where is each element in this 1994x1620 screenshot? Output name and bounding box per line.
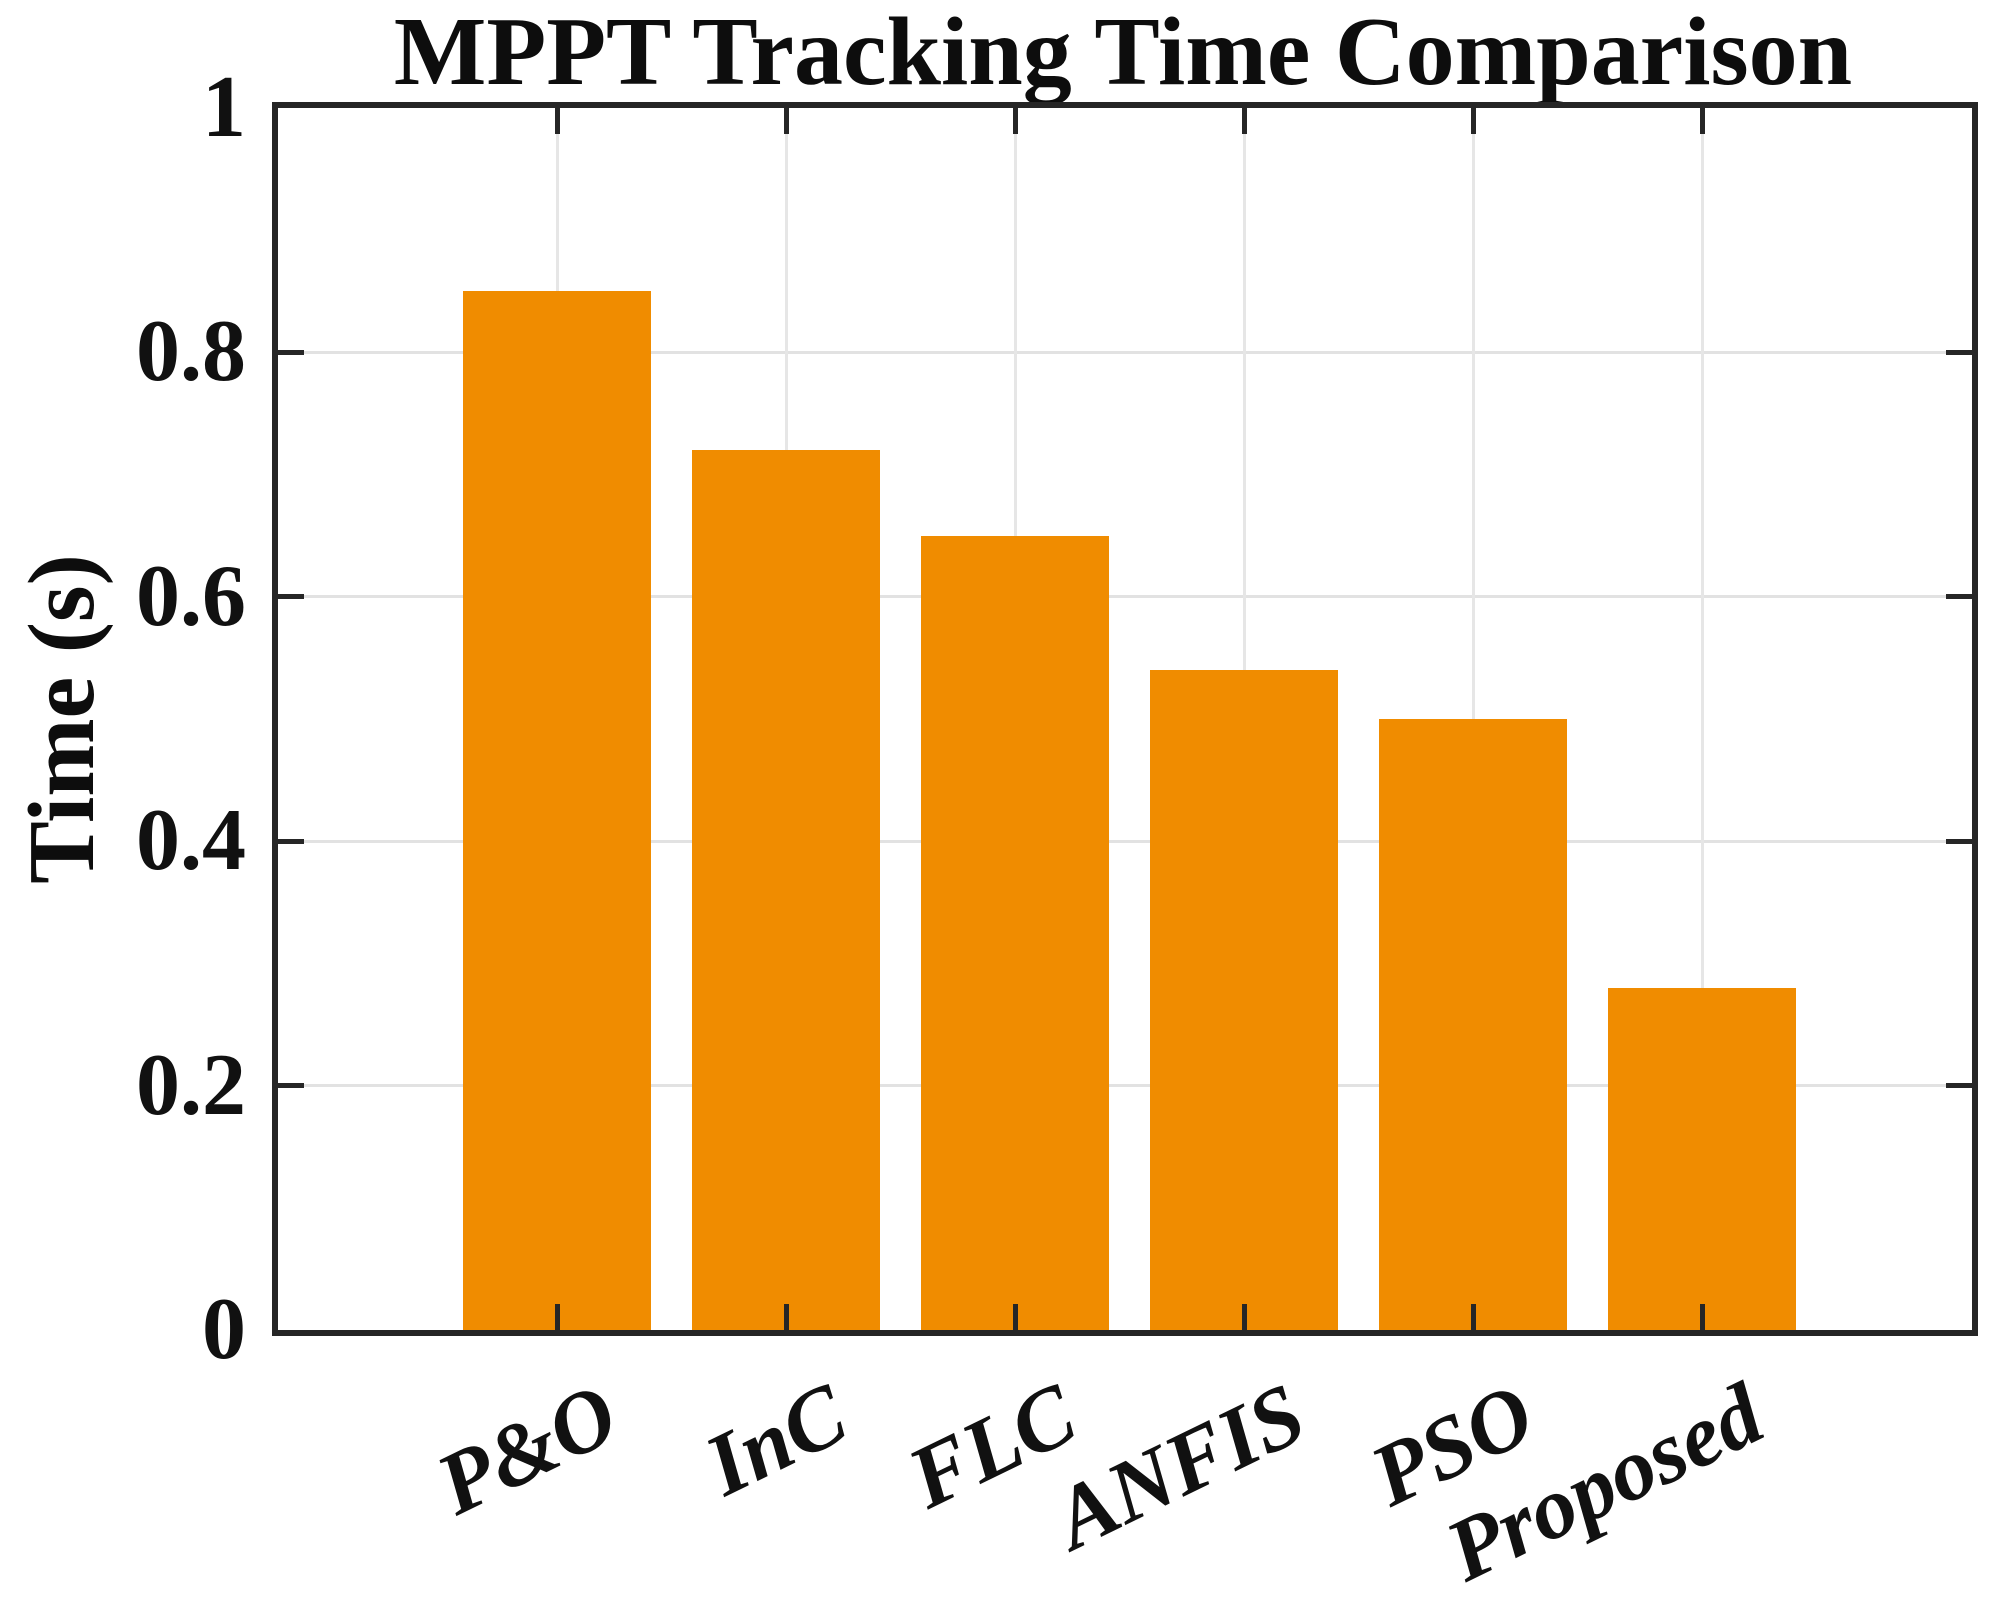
y-tick-label: 0 [202,1281,246,1378]
chart-title: MPPT Tracking Time Comparison [393,0,1853,106]
y-tick [1946,594,1972,600]
y-gridline [278,1084,1972,1088]
x-tick [783,1304,789,1330]
y-gridline [278,350,1972,354]
x-gridline [1700,108,1704,1330]
y-tick-label: 0.6 [136,547,246,645]
x-tick-label-po: P&O [422,1365,633,1535]
y-tick-label: 1 [202,59,246,156]
x-tick [1470,108,1476,134]
x-tick-label-inc: InC [691,1365,862,1515]
y-axis-label: Time (s) [10,554,114,884]
x-tick [1012,108,1018,134]
y-tick [278,349,304,355]
y-tick [278,838,304,844]
y-tick [1946,1083,1972,1089]
plot-area [272,102,1978,1336]
x-tick [554,108,560,134]
y-tick [1946,838,1972,844]
x-tick [1470,1304,1476,1330]
bar-anfis [1150,670,1338,1330]
y-tick [278,1083,304,1089]
bar-proposed [1608,987,1796,1330]
bar-pso [1379,719,1567,1330]
x-tick [783,108,789,134]
bar-po [463,291,651,1330]
x-tick [1241,108,1247,134]
y-gridline [278,839,1972,843]
y-gridline [278,595,1972,599]
x-tick [1012,1304,1018,1330]
y-tick-label: 0.2 [136,1036,246,1134]
x-tick [1699,1304,1705,1330]
y-tick-label: 0.4 [136,792,246,890]
x-tick [554,1304,560,1330]
bar-flc [921,535,1109,1330]
y-tick-label: 0.8 [136,303,246,401]
x-tick-label-anfis: ANFIS [1039,1365,1320,1569]
x-tick [1699,108,1705,134]
y-tick [278,594,304,600]
x-tick [1241,1304,1247,1330]
bar-inc [692,450,880,1330]
y-tick [1946,349,1972,355]
